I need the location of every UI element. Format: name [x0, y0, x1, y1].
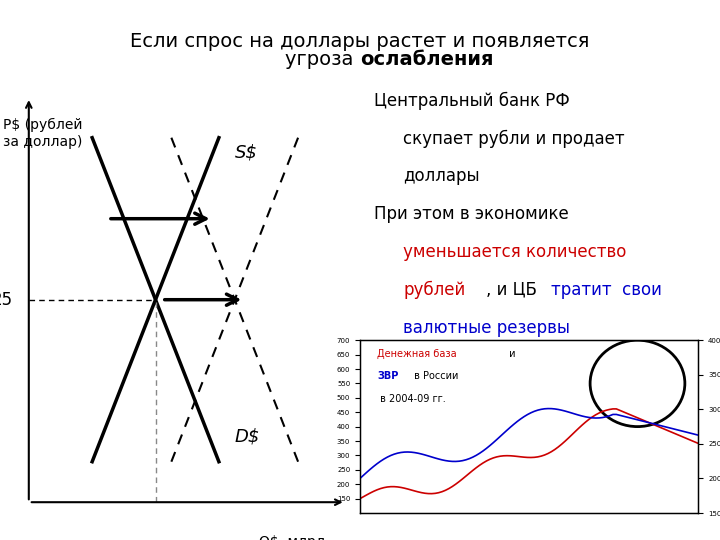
Text: угроза: угроза	[285, 50, 360, 69]
Text: D$: D$	[235, 428, 260, 445]
Text: Q$, млрд.
долл. в день: Q$, млрд. долл. в день	[237, 535, 330, 540]
Text: , и ЦБ: , и ЦБ	[486, 281, 542, 299]
Text: Если спрос на доллары растет и появляется: Если спрос на доллары растет и появляетс…	[130, 32, 590, 51]
Text: скупает рубли и продает: скупает рубли и продает	[403, 130, 625, 148]
Text: доллары: доллары	[403, 167, 480, 185]
Text: в России: в России	[410, 372, 458, 381]
Text: уменьшается количество: уменьшается количество	[403, 243, 626, 261]
Text: S$: S$	[235, 144, 258, 162]
Text: тратит  свои: тратит свои	[551, 281, 662, 299]
Text: 25: 25	[0, 291, 13, 309]
Text: Центральный банк РФ: Центральный банк РФ	[374, 92, 570, 110]
Text: P$ (рублей
за доллар): P$ (рублей за доллар)	[4, 117, 83, 149]
Text: и: и	[505, 349, 515, 359]
Text: в 2004-09 гг.: в 2004-09 гг.	[377, 394, 446, 404]
Text: Денежная база: Денежная база	[377, 349, 456, 359]
Text: ЗВР: ЗВР	[377, 372, 398, 381]
Text: рублей: рублей	[403, 281, 465, 299]
Text: ослабления: ослабления	[360, 50, 493, 69]
Text: валютные резервы: валютные резервы	[403, 319, 570, 336]
Text: При этом в экономике: При этом в экономике	[374, 205, 569, 223]
